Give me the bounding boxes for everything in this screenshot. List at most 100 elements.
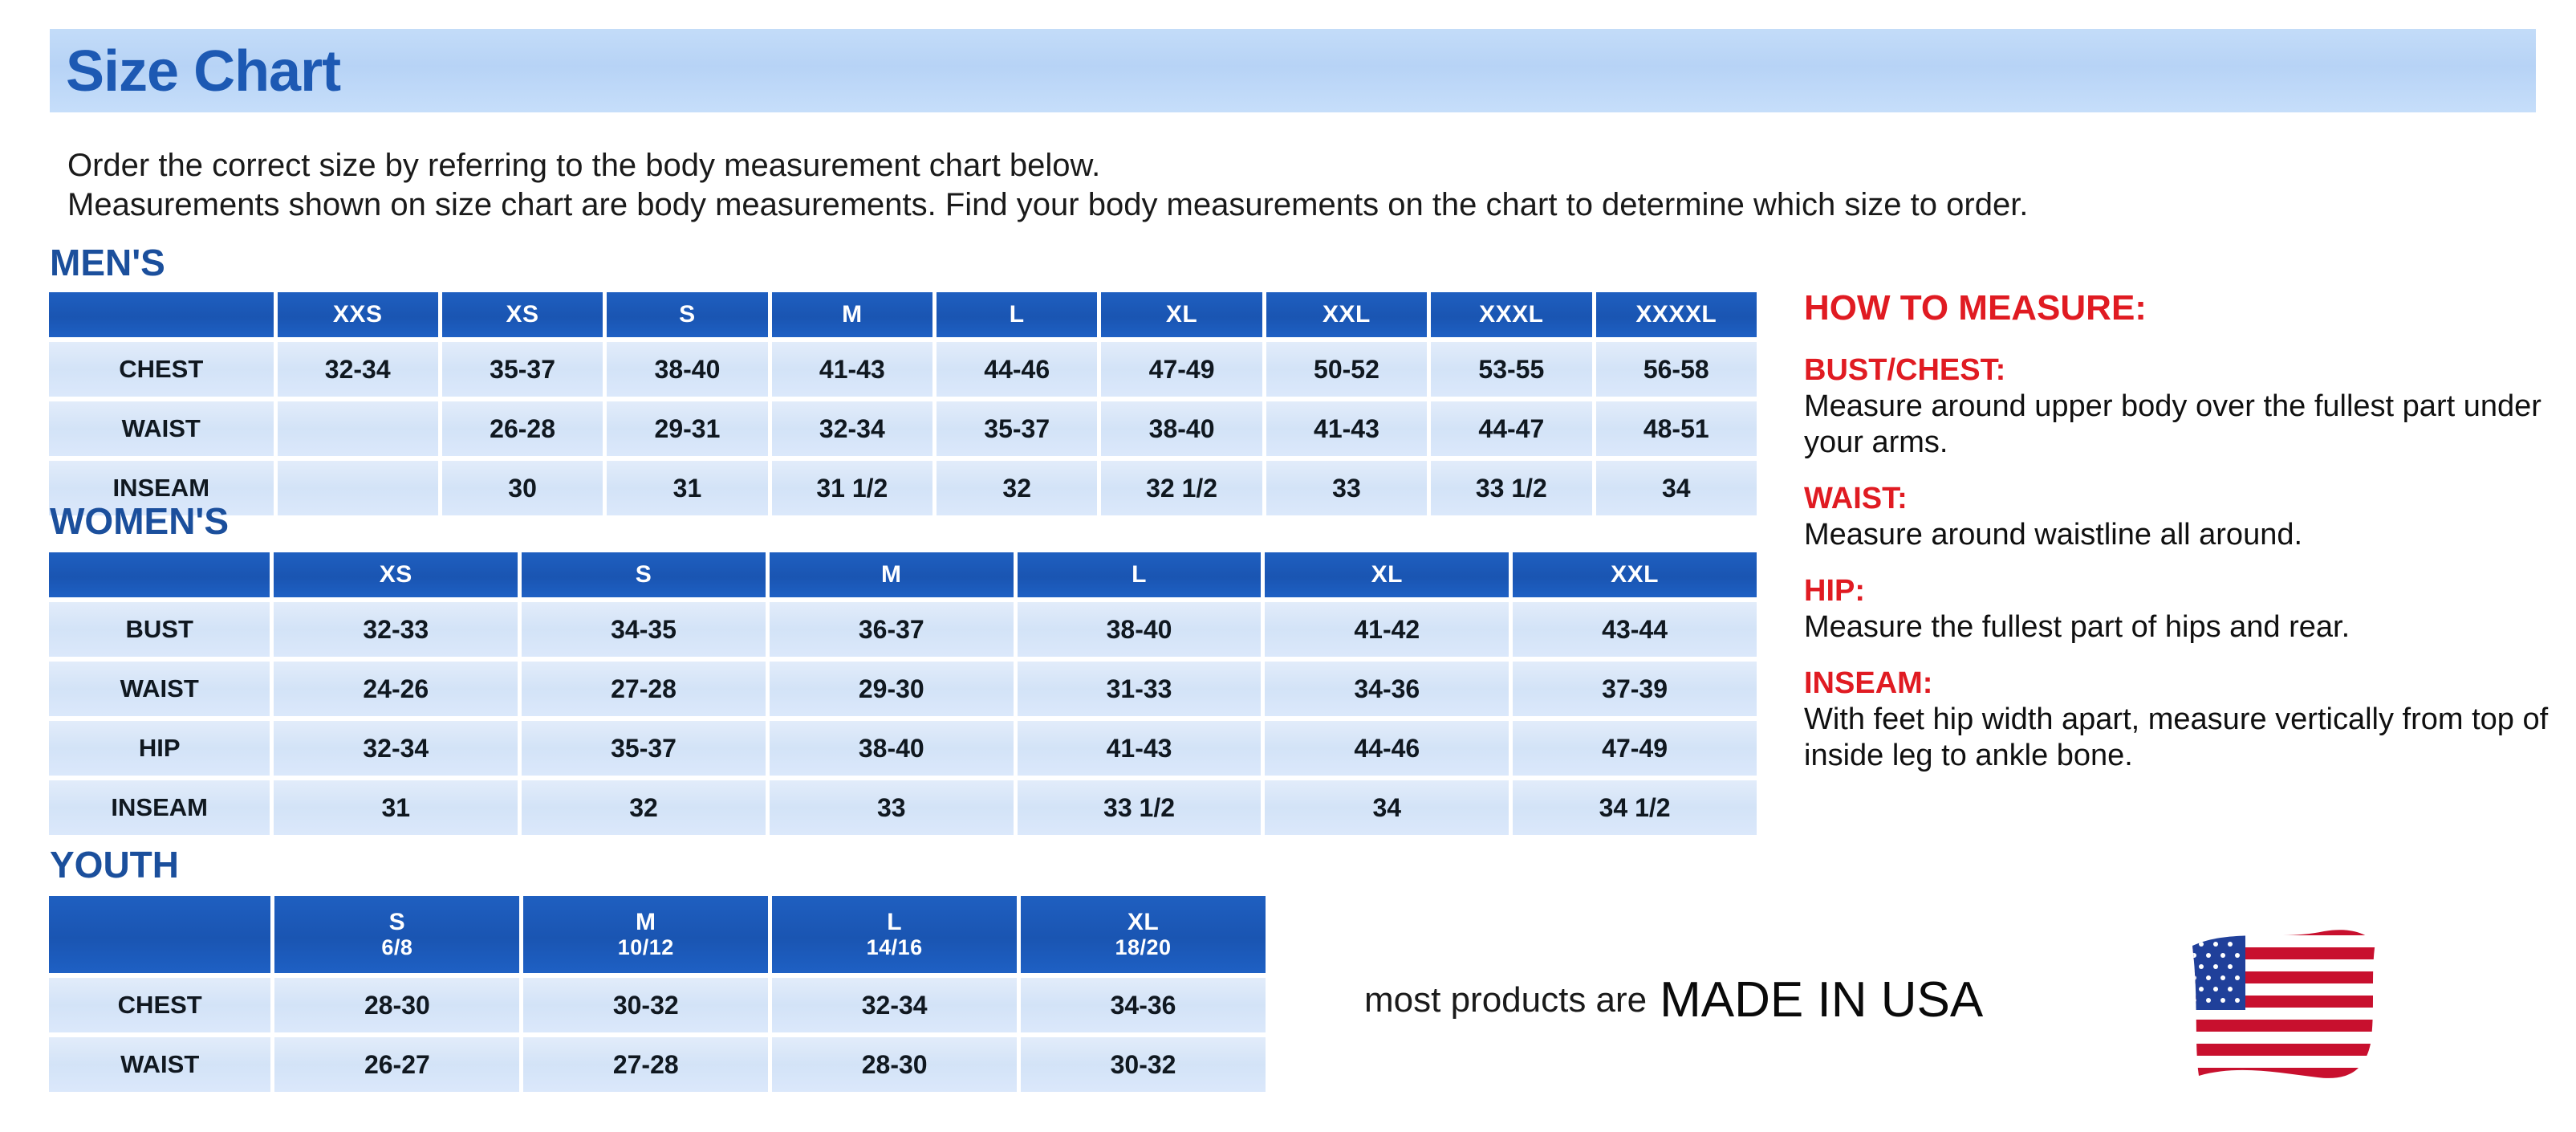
measurement-cell: 24-26 xyxy=(274,662,518,716)
intro-paragraph: Order the correct size by referring to t… xyxy=(67,146,2028,225)
row-label-waist: WAIST xyxy=(49,401,274,456)
row-label-hip: HIP xyxy=(49,721,270,776)
column-header-xxs: XXS xyxy=(277,292,438,337)
table-row: INSEAM 31 32 33 33 1/2 34 34 1/2 xyxy=(49,780,1757,835)
how-to-measure-description: With feet hip width apart, measure verti… xyxy=(1804,702,2549,772)
measurement-cell: 38-40 xyxy=(769,721,1014,776)
how-to-measure-term: HIP: xyxy=(1804,574,1865,608)
row-label-chest: CHEST xyxy=(49,342,274,397)
measurement-cell: 37-39 xyxy=(1513,662,1757,716)
measurement-cell: 32 xyxy=(522,780,766,835)
row-label-inseam: INSEAM xyxy=(49,780,270,835)
measurement-cell: 28-30 xyxy=(772,1037,1018,1092)
how-to-measure-panel: HOW TO MEASURE: BUST/CHEST: Measure aroun… xyxy=(1804,287,2550,793)
measurement-cell: 34 xyxy=(1265,780,1509,835)
column-header-xs: XS xyxy=(274,552,518,597)
footer-made-in-usa-text: MADE IN USA xyxy=(1660,972,1984,1028)
measurement-cell xyxy=(277,461,438,515)
column-header-xxxl: XXXL xyxy=(1431,292,1592,337)
measurement-cell: 31-33 xyxy=(1017,662,1262,716)
measurement-cell: 30-32 xyxy=(1021,1037,1266,1092)
measurement-cell: 34-36 xyxy=(1265,662,1509,716)
measurement-cell: 56-58 xyxy=(1595,342,1757,397)
measurement-cell: 38-40 xyxy=(1101,401,1262,456)
section-heading-mens: MEN'S xyxy=(50,242,165,283)
column-header-xs: XS xyxy=(441,292,603,337)
row-label-chest: CHEST xyxy=(49,978,271,1032)
measurement-cell xyxy=(277,401,438,456)
measurement-cell: 28-30 xyxy=(274,978,520,1032)
section-heading-youth: YOUTH xyxy=(50,844,179,886)
measurement-cell: 30-32 xyxy=(523,978,769,1032)
column-header-s: S 6/8 xyxy=(274,896,520,973)
measurement-cell: 32-34 xyxy=(771,401,932,456)
column-header-l: L xyxy=(1017,552,1262,597)
measurement-cell: 41-43 xyxy=(1017,721,1262,776)
table-row: INSEAM 30 31 31 1/2 32 32 1/2 33 33 1/2 34 xyxy=(49,461,1757,515)
measurement-cell: 50-52 xyxy=(1266,342,1428,397)
measurement-cell: 38-40 xyxy=(1017,602,1262,657)
column-header-xl: XL 18/20 xyxy=(1021,896,1266,973)
footer-prefix-text: most products are xyxy=(1364,979,1648,1020)
measurement-cell: 32-34 xyxy=(274,721,518,776)
measurement-cell: 27-28 xyxy=(523,1037,769,1092)
how-to-measure-item: WAIST: Measure around waistline all aroun… xyxy=(1804,480,2550,553)
column-header-subtitle: 18/20 xyxy=(1115,935,1172,959)
measurement-cell: 29-30 xyxy=(769,662,1014,716)
measurement-cell: 44-46 xyxy=(937,342,1098,397)
measurement-cell: 32-34 xyxy=(277,342,438,397)
measurement-cell: 44-47 xyxy=(1431,401,1592,456)
column-header-xl: XL xyxy=(1265,552,1509,597)
column-header-main: L xyxy=(887,909,903,935)
column-header-s: S xyxy=(522,552,766,597)
made-in-usa-footer: most products are MADE IN USA xyxy=(1364,971,1983,1028)
row-label-waist: WAIST xyxy=(49,1037,271,1092)
column-header-subtitle: 6/8 xyxy=(381,935,413,959)
how-to-measure-term: WAIST: xyxy=(1804,482,1908,515)
measurement-cell: 33 1/2 xyxy=(1017,780,1262,835)
how-to-measure-item: INSEAM: With feet hip width apart, measur… xyxy=(1804,665,2550,774)
column-header-xxl: XXL xyxy=(1513,552,1757,597)
measurement-cell: 30 xyxy=(441,461,603,515)
column-header-xxl: XXL xyxy=(1266,292,1428,337)
table-row: WAIST 26-28 29-31 32-34 35-37 38-40 41-43 44-47… xyxy=(49,401,1757,456)
column-header-main: XL xyxy=(1127,909,1160,935)
column-header-m: M xyxy=(771,292,932,337)
row-label-bust: BUST xyxy=(49,602,270,657)
table-header-corner xyxy=(49,292,274,337)
table-row: WAIST 24-26 27-28 29-30 31-33 34-36 37-39 xyxy=(49,662,1757,716)
mens-size-table: XXS XS S M L XL XXL XXXL XXXXL CHEST 32-34 35-37 38-… xyxy=(45,287,1761,520)
measurement-cell: 32-33 xyxy=(274,602,518,657)
measurement-cell: 38-40 xyxy=(607,342,768,397)
measurement-cell: 53-55 xyxy=(1431,342,1592,397)
table-header-corner xyxy=(49,552,270,597)
measurement-cell: 47-49 xyxy=(1513,721,1757,776)
section-heading-womens: WOMEN'S xyxy=(50,500,230,542)
usa-flag-icon xyxy=(2175,923,2383,1084)
column-header-l: L 14/16 xyxy=(772,896,1018,973)
table-row: CHEST 32-34 35-37 38-40 41-43 44-46 47-49 50-52… xyxy=(49,342,1757,397)
measurement-cell: 32-34 xyxy=(772,978,1018,1032)
measurement-cell: 44-46 xyxy=(1265,721,1509,776)
measurement-cell: 34-35 xyxy=(522,602,766,657)
column-header-s: S xyxy=(607,292,768,337)
measurement-cell: 47-49 xyxy=(1101,342,1262,397)
table-row: BUST 32-33 34-35 36-37 38-40 41-42 43-44 xyxy=(49,602,1757,657)
measurement-cell: 41-42 xyxy=(1265,602,1509,657)
measurement-cell: 35-37 xyxy=(441,342,603,397)
how-to-measure-term: INSEAM: xyxy=(1804,666,1933,700)
intro-line-2: Measurements shown on size chart are bod… xyxy=(67,187,2029,222)
measurement-cell: 32 1/2 xyxy=(1101,461,1262,515)
how-to-measure-item: BUST/CHEST: Measure around upper body ove… xyxy=(1804,352,2550,461)
column-header-main: M xyxy=(636,909,656,935)
column-header-m: M xyxy=(769,552,1014,597)
measurement-cell: 31 1/2 xyxy=(771,461,932,515)
intro-line-1: Order the correct size by referring to t… xyxy=(67,148,1101,183)
how-to-measure-title: HOW TO MEASURE: xyxy=(1804,288,2147,328)
how-to-measure-item: HIP: Measure the fullest part of hips and… xyxy=(1804,572,2550,645)
row-label-waist: WAIST xyxy=(49,662,270,716)
how-to-measure-description: Measure around waistline all around. xyxy=(1804,518,2303,552)
measurement-cell: 26-27 xyxy=(274,1037,520,1092)
column-header-m: M 10/12 xyxy=(523,896,769,973)
